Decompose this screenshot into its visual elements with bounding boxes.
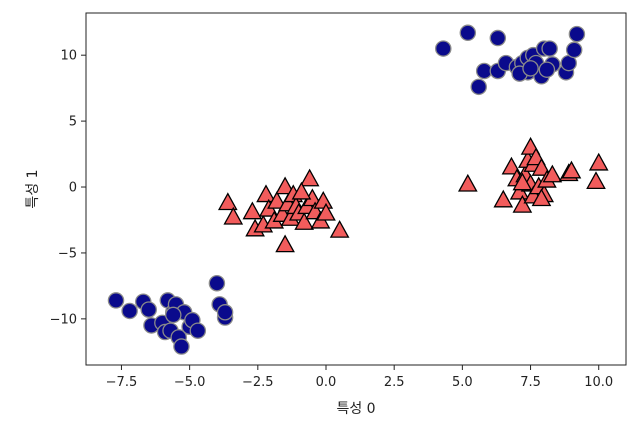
y-tick-label: 0 [69,181,77,196]
triangle-point [267,190,287,209]
triangle-point [275,176,295,195]
triangle-point [561,160,582,179]
triangle-point [501,156,522,175]
y-axis: −10 −5 0 5 10 [50,49,86,327]
triangle-point [493,189,514,208]
x-tick-label: 0.0 [316,375,337,390]
x-tick-label: 7.5 [520,375,541,390]
circle-point [568,25,586,43]
circle-point [121,302,138,320]
triangle-point [512,194,533,213]
x-axis-label: 특성 0 [336,401,375,417]
y-tick-label: 5 [69,115,77,130]
triangle-point [291,181,312,200]
x-axis: −7.5 −5.0 −2.5 0.0 2.5 5.0 7.5 10.0 [106,365,613,390]
circle-point [173,338,190,355]
y-tick-label: −10 [50,312,77,327]
x-tick-label: −2.5 [242,375,274,390]
circle-point [189,322,207,339]
y-tick-label: 10 [60,49,77,64]
triangle-point [242,201,263,220]
triangle-point [531,188,552,207]
circle-point [470,78,487,96]
triangle-point [531,158,552,176]
circle-point [541,40,558,57]
triangle-point [329,219,350,238]
circle-point [565,41,583,59]
x-tick-label: 2.5 [384,375,405,390]
triangle-point [586,171,606,190]
x-tick-label: −5.0 [174,375,206,390]
triangle-point [512,172,533,191]
triangle-point [588,152,609,171]
triangle-point [223,206,244,225]
circle-point [475,62,493,80]
circle-point [489,29,507,47]
circle-point [140,301,157,318]
plot-frame [85,12,627,366]
x-tick-label: 10.0 [584,375,613,390]
circle-point [208,275,226,292]
circle-point [107,292,125,309]
circle-point [538,61,556,78]
circle-point [459,24,477,42]
circle-point [165,306,182,324]
circle-point [522,60,539,77]
triangle-point [299,168,320,187]
triangle-point [275,234,295,253]
triangle-point [294,212,315,230]
y-axis-label: 특성 1 [25,169,41,208]
series-1 [217,136,609,253]
x-tick-label: 5.0 [452,375,473,390]
triangle-point [217,192,238,211]
circle-point [435,40,452,57]
circle-point [216,304,234,321]
plot-area [107,24,609,355]
triangle-point [316,202,336,221]
y-tick-label: −5 [58,246,77,261]
triangle-point [256,184,276,203]
x-tick-label: −7.5 [106,375,138,390]
triangle-point [457,173,478,192]
series-0 [107,24,586,355]
triangle-point [542,164,563,183]
